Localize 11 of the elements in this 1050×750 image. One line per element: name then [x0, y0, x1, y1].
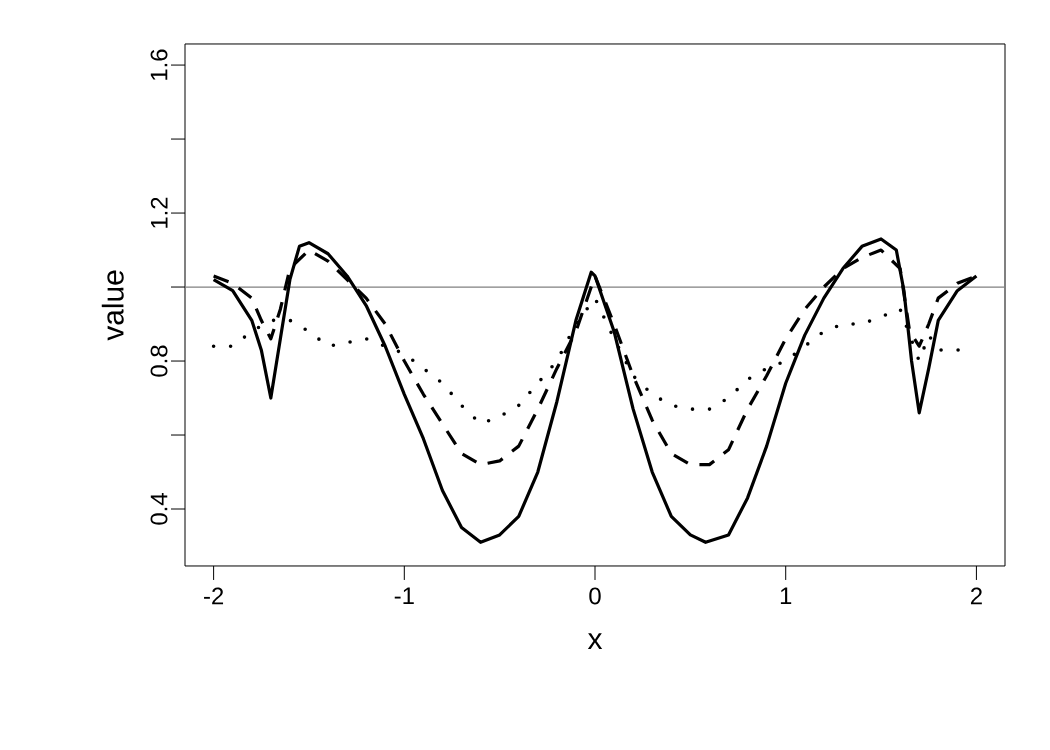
y-tick-label: 1.6	[150, 49, 168, 80]
y-tick-label: 1.2	[150, 197, 168, 228]
y-tick-label: 0.8	[150, 345, 168, 377]
y-tick-label: 0.4	[150, 493, 168, 525]
x-tick-label: 0	[589, 587, 601, 605]
x-tick-label: -1	[394, 587, 414, 604]
x-tick-label: 1	[780, 587, 792, 604]
x-axis-title: x	[587, 633, 603, 650]
x-tick-label: -2	[204, 587, 224, 605]
x-tick-label: 2	[970, 587, 982, 605]
y-axis-title: value	[101, 270, 124, 341]
